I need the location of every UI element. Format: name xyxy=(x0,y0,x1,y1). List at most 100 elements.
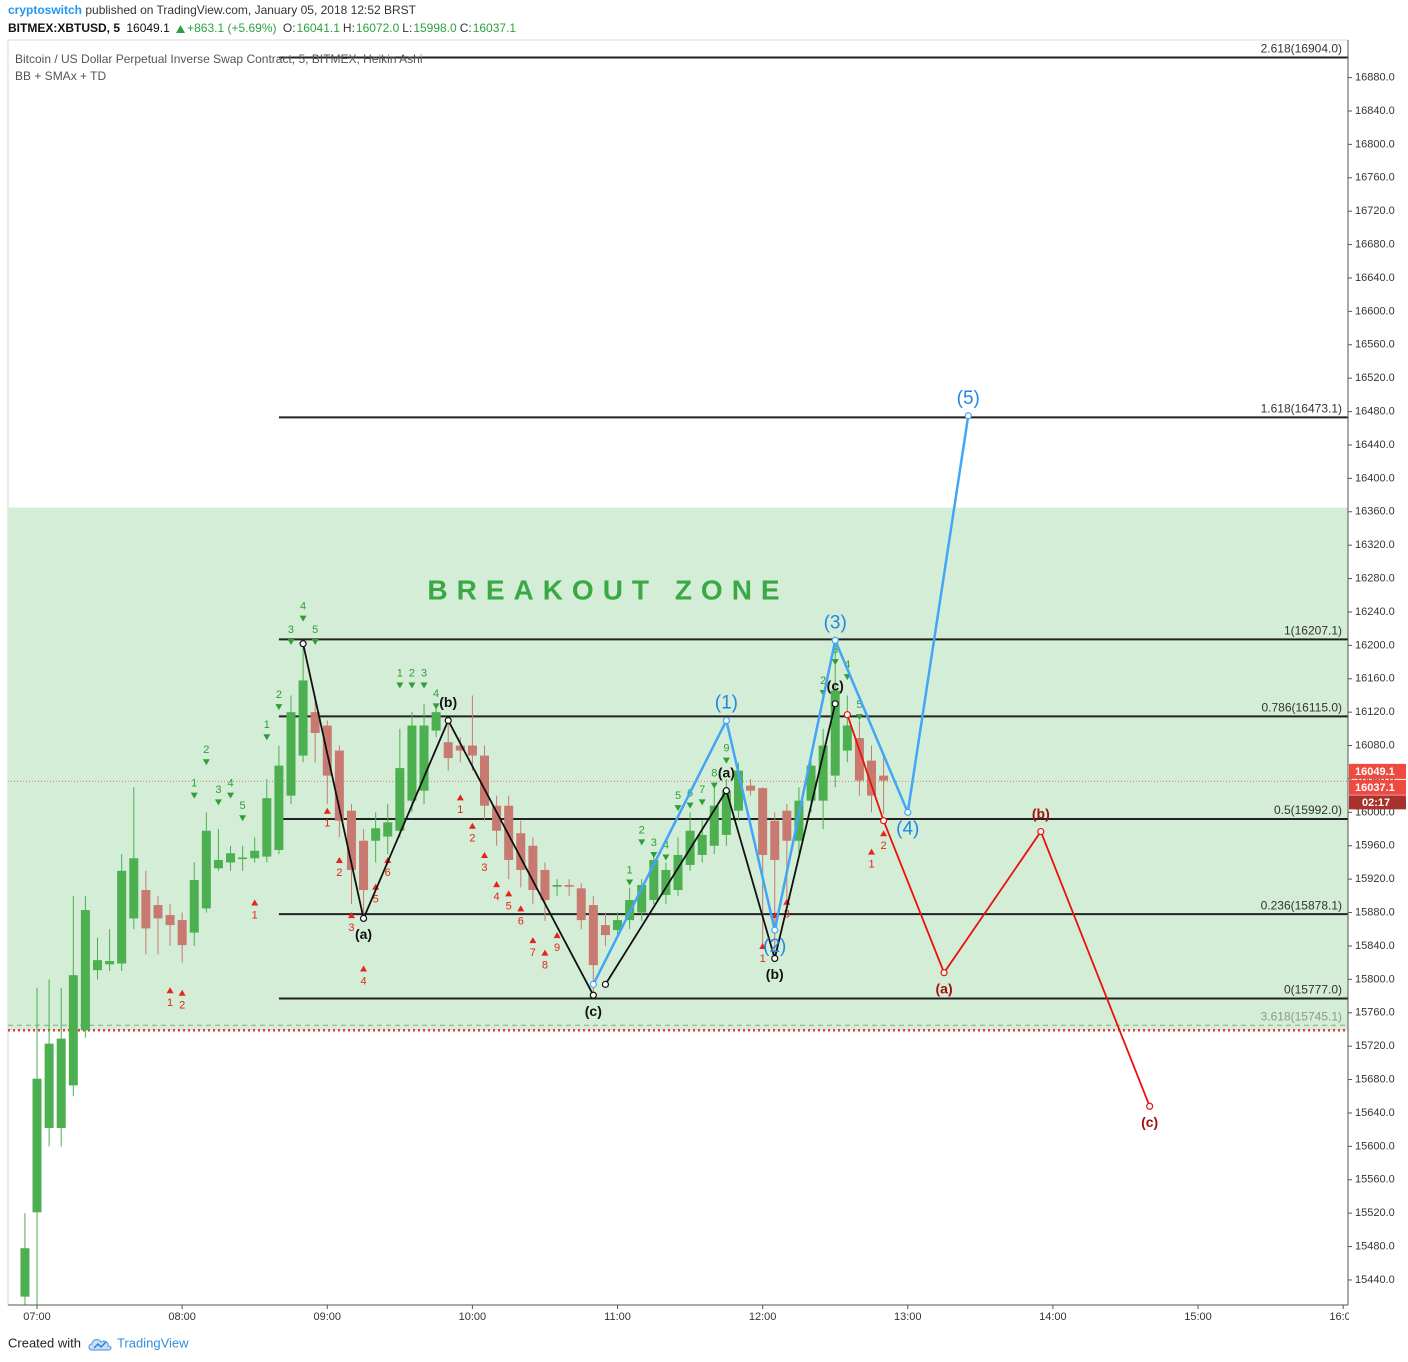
td-marker xyxy=(420,682,428,689)
candle-body xyxy=(830,690,840,776)
x-tick-label: 10:00 xyxy=(459,1311,487,1323)
wave-line xyxy=(604,703,837,985)
candle-body xyxy=(334,750,344,821)
countdown-label: 02:17 xyxy=(1362,797,1390,809)
wave-point xyxy=(722,787,730,795)
td-marker xyxy=(456,794,464,801)
y-tick-label: 15800.0 xyxy=(1355,973,1395,985)
candle-body xyxy=(443,742,453,759)
candle-body xyxy=(274,765,284,850)
td-count: 1 xyxy=(760,953,766,965)
fib-label: 1(16207.1) xyxy=(1284,624,1342,638)
y-tick-label: 16080.0 xyxy=(1355,739,1395,751)
breakout-zone xyxy=(8,507,1348,1031)
plot: BREAKOUT ZONE 3.618(15745.1) 2.618(16904.0… xyxy=(8,42,1348,1305)
last-price: 16049.1 xyxy=(126,21,170,35)
td-count: 5 xyxy=(312,624,318,636)
td-marker xyxy=(178,989,186,996)
td-marker xyxy=(287,639,295,646)
td-count: 5 xyxy=(675,790,681,802)
candle-body xyxy=(697,834,707,855)
wave-point xyxy=(831,700,839,708)
candle-body xyxy=(637,885,647,913)
candle-body xyxy=(383,822,393,837)
td-count: 1 xyxy=(868,859,874,871)
candle-body xyxy=(673,854,683,891)
td-count: 2 xyxy=(820,675,826,687)
wave-point xyxy=(601,980,610,988)
y-tick-label: 16400.0 xyxy=(1355,472,1395,484)
td-count: 1 xyxy=(397,667,403,679)
y-tick-label: 16680.0 xyxy=(1355,238,1395,250)
candle-body xyxy=(105,960,115,965)
candle-body xyxy=(733,770,743,811)
wave-point xyxy=(299,640,307,648)
price-axis-panel xyxy=(1348,0,1408,1330)
wave-point xyxy=(843,711,851,719)
candle-body xyxy=(395,768,405,831)
td-count: 2 xyxy=(639,824,645,836)
candle-body xyxy=(189,879,199,933)
candle-body xyxy=(262,798,272,857)
wave-point xyxy=(589,980,597,988)
td-marker xyxy=(227,792,235,799)
y-tick-label: 16160.0 xyxy=(1355,673,1395,685)
y-tick-label: 16840.0 xyxy=(1355,105,1395,117)
candle-body xyxy=(226,853,236,863)
wave-label: (c) xyxy=(585,1003,602,1019)
y-tick-label: 15760.0 xyxy=(1355,1007,1395,1019)
y-tick-label: 16640.0 xyxy=(1355,272,1395,284)
candle-body xyxy=(44,1043,54,1128)
y-tick-label: 16520.0 xyxy=(1355,372,1395,384)
wave-label: (2) xyxy=(763,936,786,957)
wave-label: (4) xyxy=(896,818,919,839)
td-marker xyxy=(360,965,368,972)
candle-body xyxy=(238,857,248,860)
chart-title: Bitcoin / US Dollar Perpetual Inverse Sw… xyxy=(15,52,423,66)
price-tag-label: 16037.1 xyxy=(1355,782,1395,794)
candle-body xyxy=(540,869,550,901)
td-marker xyxy=(166,987,174,994)
wave-point xyxy=(940,969,948,977)
td-marker xyxy=(432,703,440,710)
td-count: 6 xyxy=(385,867,391,879)
symbol-bar: BITMEX:XBTUSD, 5 16049.1 +863.1 (+5.69%)… xyxy=(8,21,522,35)
y-tick-label: 15480.0 xyxy=(1355,1240,1395,1252)
td-marker xyxy=(202,759,210,766)
candle-body xyxy=(250,850,260,859)
candle-body xyxy=(32,1078,42,1213)
candle-body xyxy=(746,785,756,791)
td-marker xyxy=(686,802,694,809)
x-tick-label: 08:00 xyxy=(168,1311,196,1323)
td-marker xyxy=(275,704,283,711)
candle-body xyxy=(879,775,889,781)
x-tick-label: 15:00 xyxy=(1184,1311,1212,1323)
y-tick-label: 16480.0 xyxy=(1355,405,1395,417)
wave-label: (b) xyxy=(766,966,784,982)
y-tick-label: 16360.0 xyxy=(1355,506,1395,518)
td-marker xyxy=(638,839,646,846)
y-tick-label: 16560.0 xyxy=(1355,339,1395,351)
td-count: 3 xyxy=(784,909,790,921)
footer-brand[interactable]: TradingView xyxy=(117,1335,189,1350)
candle-body xyxy=(455,745,465,751)
wave-label: (a) xyxy=(355,926,372,942)
fib-label: 2.618(16904.0) xyxy=(1261,42,1342,56)
author[interactable]: cryptoswitch xyxy=(8,3,83,17)
td-count: 2 xyxy=(276,689,282,701)
x-tick-label: 13:00 xyxy=(894,1311,922,1323)
wave-label: (c) xyxy=(1141,1114,1158,1130)
candle-body xyxy=(504,805,514,860)
y-tick-label: 15840.0 xyxy=(1355,940,1395,952)
y-tick-label: 15920.0 xyxy=(1355,873,1395,885)
td-count: 1 xyxy=(167,997,173,1009)
candle-body xyxy=(770,820,780,860)
symbol[interactable]: BITMEX:XBTUSD, 5 xyxy=(8,21,121,35)
td-count: 5 xyxy=(240,800,246,812)
y-tick-label: 15880.0 xyxy=(1355,906,1395,918)
td-count: 5 xyxy=(506,900,512,912)
wave-label: (a) xyxy=(936,980,953,996)
y-tick-label: 16720.0 xyxy=(1355,205,1395,217)
ohlc: O:16041.1 H:16072.0 L:15998.0 C:16037.1 xyxy=(283,21,519,35)
wave-label: (3) xyxy=(824,612,847,633)
